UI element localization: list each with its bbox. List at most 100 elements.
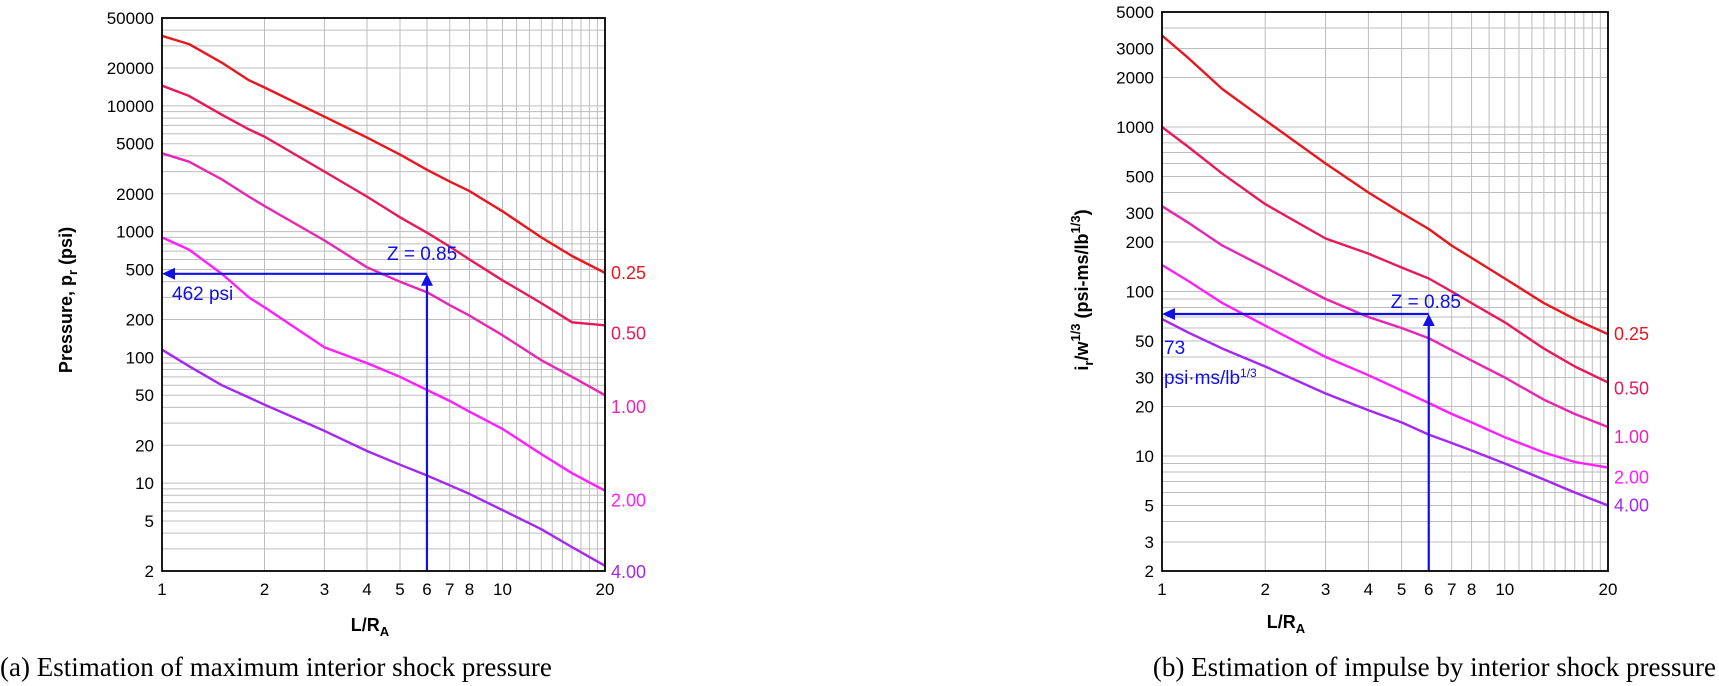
curve-z-4-00	[161, 348, 606, 567]
curve-label-0-50: 0.50	[611, 323, 646, 343]
annotation-value-label: 73	[1164, 338, 1185, 359]
x-tick-label: 10	[493, 580, 512, 599]
annotation-arrowhead-up	[420, 273, 433, 286]
x-tick-label: 10	[1495, 580, 1514, 599]
annotation-unit-label: psi·ms/lb1/3	[1164, 366, 1257, 389]
curve-z-2-00	[161, 236, 606, 492]
y-tick-label: 2	[145, 562, 154, 581]
curve-z-0-25	[1161, 34, 1609, 336]
curve-label-2-00: 2.00	[611, 491, 646, 511]
annotation-arrowhead-left	[162, 267, 175, 280]
x-tick-label: 7	[445, 580, 454, 599]
curve-label-0-25: 0.25	[1614, 324, 1649, 344]
y-tick-label: 50000	[107, 9, 154, 28]
curve-label-1-00: 1.00	[611, 397, 646, 417]
y-tick-label: 1000	[1116, 118, 1154, 137]
y-tick-label: 200	[126, 311, 154, 330]
y-tick-label: 300	[1126, 204, 1154, 223]
curve-label-1-00: 1.00	[1614, 427, 1649, 447]
curve-z-1-00	[161, 152, 606, 397]
x-tick-label: 20	[1599, 580, 1618, 599]
curve-z-0-25	[161, 34, 606, 274]
chart-b-frame	[1161, 11, 1609, 572]
chart-b-curve-labels: 0.25 0.50 1.00 2.00 4.00	[1614, 324, 1649, 515]
y-tick-label: 5	[1145, 497, 1154, 516]
chart-a-curves	[161, 34, 606, 567]
curve-label-2-00: 2.00	[1614, 468, 1649, 488]
chart-b-x-ticks: 1 2 3 4 5 6 7 8 10 20	[1157, 580, 1617, 599]
y-tick-label: 5000	[116, 135, 154, 154]
chart-b-annotation: Z = 0.85 73 psi·ms/lb1/3	[1162, 292, 1461, 571]
annotation-arrowhead-left	[1162, 307, 1175, 320]
y-tick-label: 50	[135, 386, 154, 405]
x-tick-label: 1	[1157, 580, 1166, 599]
x-tick-label: 8	[465, 580, 474, 599]
chart-b-y-ticks: 2 3 5 10 20 30 50 100 200 300 500 1000 2000 3000 5000	[1116, 3, 1154, 581]
y-tick-label: 20	[1135, 397, 1154, 416]
x-tick-label: 6	[422, 580, 431, 599]
y-tick-label: 3	[1145, 533, 1154, 552]
x-tick-label: 5	[395, 580, 404, 599]
curve-z-1-00	[1161, 205, 1609, 429]
x-tick-label: 20	[596, 580, 615, 599]
chart-b-grid	[1161, 11, 1609, 572]
y-tick-label: 10	[135, 474, 154, 493]
x-tick-label: 4	[1364, 580, 1373, 599]
x-tick-label: 1	[157, 580, 166, 599]
chart-b-curves	[1161, 34, 1609, 507]
y-tick-label: 100	[1126, 283, 1154, 302]
x-tick-label: 6	[1424, 580, 1433, 599]
y-tick-label: 2000	[1116, 68, 1154, 87]
curve-z-4-00	[1161, 318, 1609, 507]
chart-a-caption: (a) Estimation of maximum interior shock…	[0, 652, 552, 682]
y-tick-label: 20000	[107, 59, 154, 78]
curve-label-0-25: 0.25	[611, 263, 646, 283]
x-tick-label: 8	[1467, 580, 1476, 599]
annotation-value-label: 462 psi	[172, 284, 233, 305]
curve-z-0-50	[1161, 126, 1609, 384]
x-tick-label: 5	[1397, 580, 1406, 599]
chart-a-annotation: Z = 0.85 462 psi	[162, 244, 457, 571]
curve-z-2-00	[1161, 263, 1609, 469]
chart-b-x-label: L/RA	[1267, 612, 1306, 636]
curve-label-4-00: 4.00	[611, 562, 646, 582]
annotation-arrowhead-up	[1422, 313, 1435, 326]
x-tick-label: 4	[362, 580, 371, 599]
y-tick-label: 100	[126, 348, 154, 367]
chart-b-y-label: ir/w1/3 (psi-ms/lb1/3)	[1068, 209, 1096, 370]
y-tick-label: 5	[145, 512, 154, 531]
y-tick-label: 5000	[1116, 3, 1154, 22]
x-tick-label: 7	[1447, 580, 1456, 599]
curve-label-4-00: 4.00	[1614, 496, 1649, 516]
annotation-z-label: Z = 0.85	[387, 244, 457, 265]
chart-a-y-ticks: 2 5 10 20 50 100 200 500 1000 2000 5000 10000 20000 5…	[107, 9, 154, 581]
x-tick-label: 3	[1321, 580, 1330, 599]
x-tick-label: 2	[1260, 580, 1269, 599]
y-tick-label: 500	[126, 260, 154, 279]
chart-a-x-label: L/RA	[351, 615, 390, 639]
annotation-z-label: Z = 0.85	[1391, 292, 1461, 313]
curve-label-0-50: 0.50	[1614, 378, 1649, 398]
x-tick-label: 3	[320, 580, 329, 599]
y-tick-label: 3000	[1116, 39, 1154, 58]
y-tick-label: 10000	[107, 97, 154, 116]
chart-a-x-ticks: 1 2 3 4 5 6 7 8 10 20	[157, 580, 614, 599]
chart-b-caption: (b) Estimation of impulse by interior sh…	[1153, 652, 1716, 682]
curve-z-0-50	[161, 84, 606, 327]
y-tick-label: 50	[1135, 332, 1154, 351]
y-tick-label: 200	[1126, 233, 1154, 252]
chart-a-frame	[161, 17, 606, 572]
y-tick-label: 20	[135, 436, 154, 455]
y-tick-label: 10	[1135, 447, 1154, 466]
y-tick-label: 2000	[116, 185, 154, 204]
y-tick-label: 500	[1126, 168, 1154, 187]
x-tick-label: 2	[260, 580, 269, 599]
chart-a-curve-labels: 0.25 0.50 1.00 2.00 4.00	[611, 263, 646, 582]
y-tick-label: 30	[1135, 369, 1154, 388]
chart-a-y-label: Pressure, pr (psi)	[56, 227, 80, 373]
y-tick-label: 1000	[116, 223, 154, 242]
y-tick-label: 2	[1145, 562, 1154, 581]
